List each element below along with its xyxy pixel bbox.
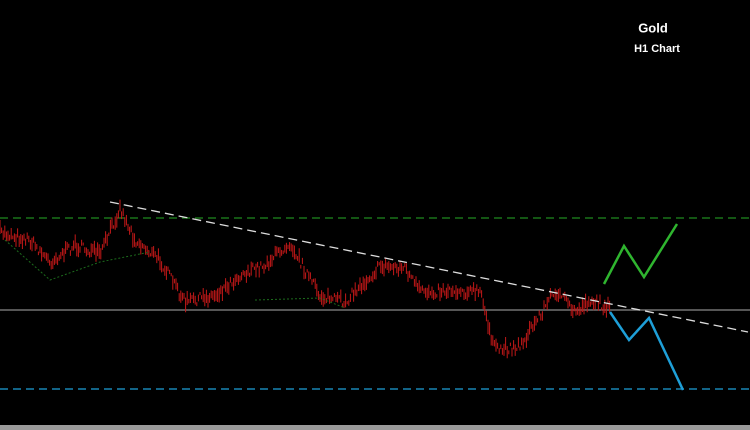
title: Gold <box>638 20 668 35</box>
bottom-bar <box>0 425 750 430</box>
bullish-path <box>602 223 679 285</box>
bearish-path <box>608 311 685 391</box>
trend-line <box>109 201 749 333</box>
price-candles <box>0 199 611 359</box>
subtitle: H1 Chart <box>634 43 680 55</box>
pattern-line <box>254 297 346 309</box>
